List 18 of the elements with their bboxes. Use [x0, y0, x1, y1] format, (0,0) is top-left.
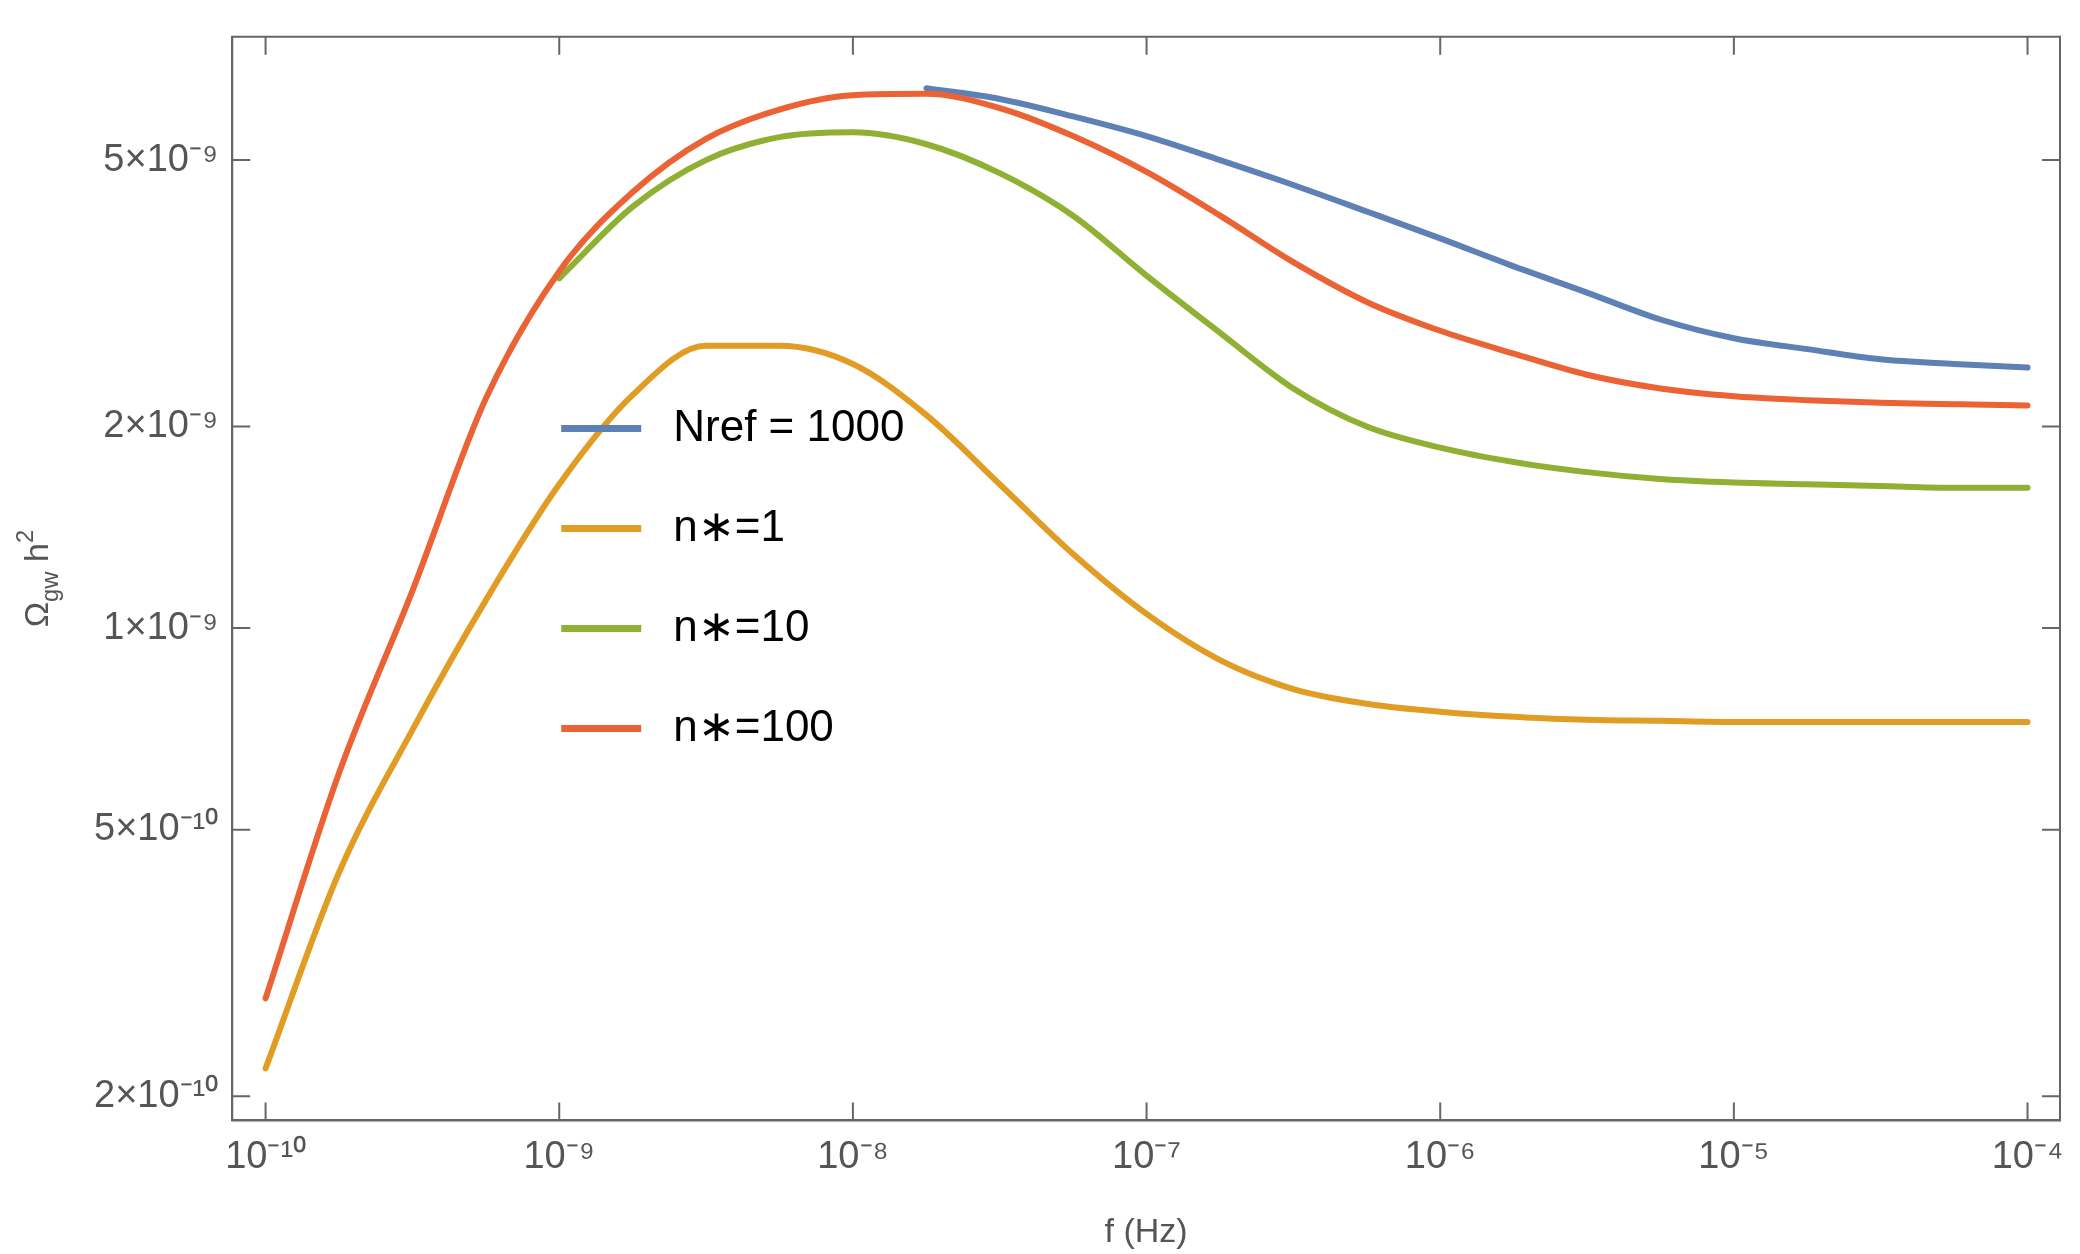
x-tick-label: 10⁻⁶: [1404, 1133, 1476, 1176]
x-tick-label: 10⁻⁸: [817, 1133, 889, 1176]
x-tick-label: 10⁻⁹: [523, 1133, 596, 1176]
y-tick-label: 5×10⁻¹⁰: [94, 806, 219, 849]
x-tick-label: 10⁻¹⁰: [225, 1133, 307, 1176]
y-tick-label: 2×10⁻¹⁰: [94, 1072, 219, 1115]
legend-label: n∗=1: [673, 500, 785, 550]
x-tick-label: 10⁻⁵: [1698, 1133, 1770, 1176]
y-tick-label: 2×10⁻⁹: [103, 403, 219, 446]
x-tick-label: 10⁻⁴: [1991, 1133, 2064, 1176]
y-tick-label: 1×10⁻⁹: [103, 604, 219, 647]
legend-label: n∗=100: [673, 700, 834, 750]
x-tick-label: 10⁻⁷: [1112, 1133, 1182, 1176]
y-tick-label: 5×10⁻⁹: [103, 136, 219, 179]
legend-label: Nref = 1000: [673, 400, 905, 450]
x-axis-title: f (Hz): [1104, 1211, 1188, 1249]
y-axis-title: Ωgw h2: [10, 529, 64, 628]
legend-label: n∗=10: [673, 600, 810, 650]
